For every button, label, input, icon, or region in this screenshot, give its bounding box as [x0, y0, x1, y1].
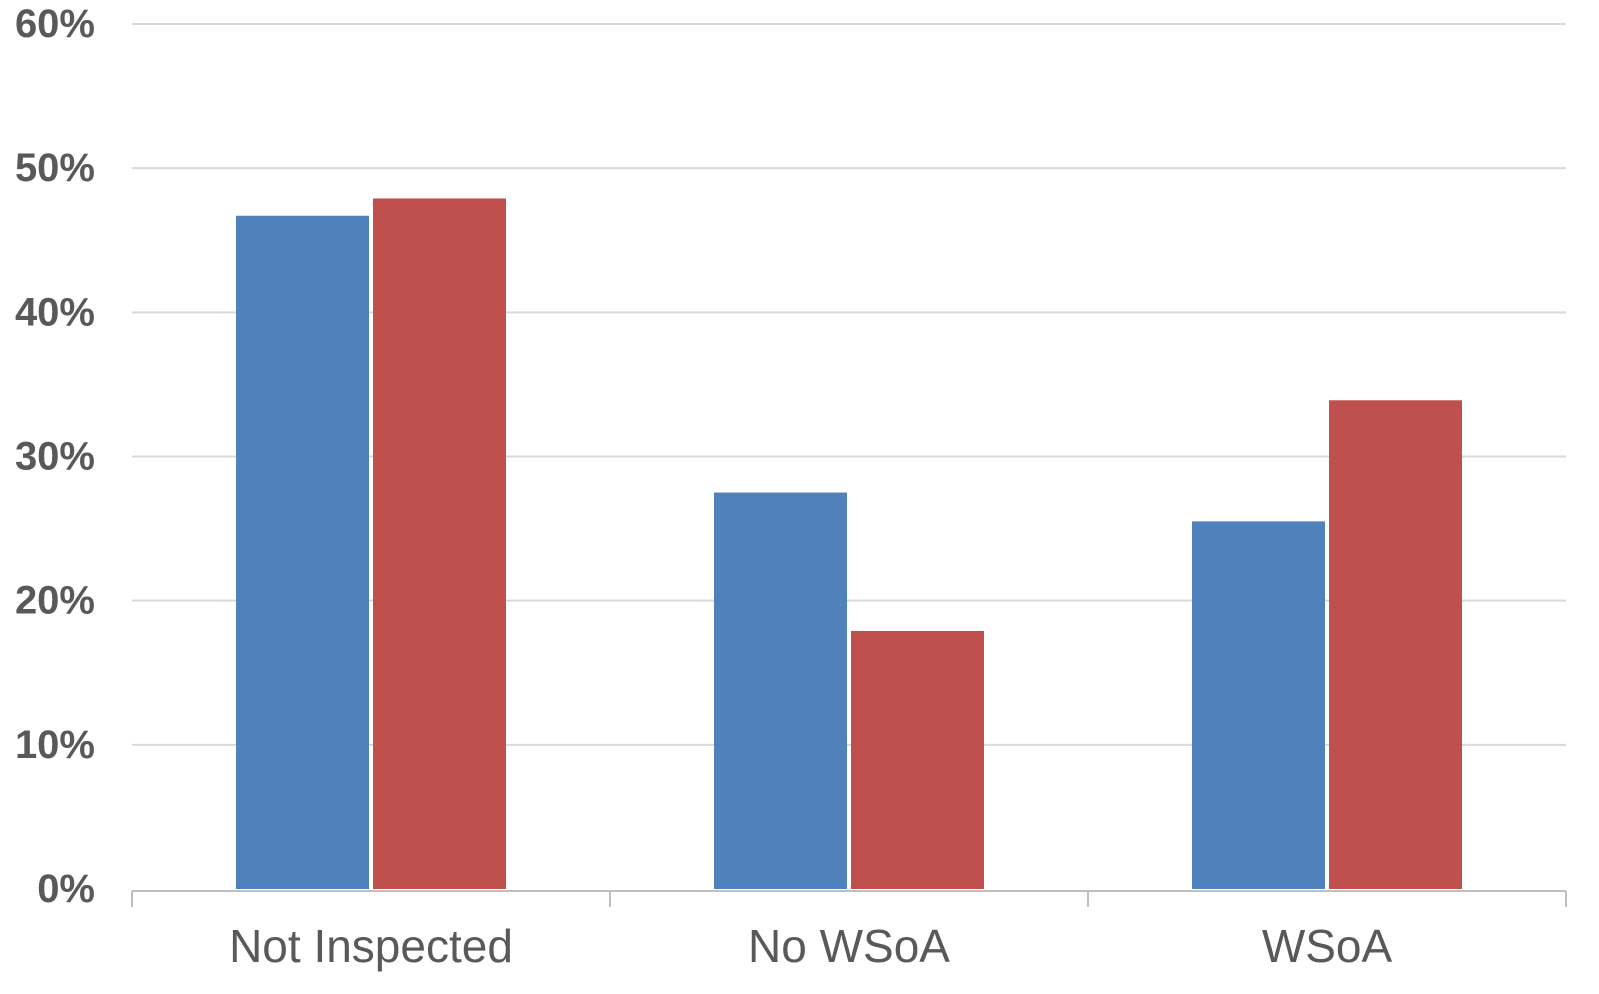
x-tick-label: No WSoA — [748, 920, 950, 972]
gridlines — [132, 23, 1566, 746]
y-tick-label: 40% — [15, 290, 95, 334]
y-axis-tick-labels: 0% 10% 20% 30% 40% 50% 60% — [15, 2, 95, 911]
x-tick-label: Not Inspected — [229, 920, 513, 972]
bar-series-1 — [1192, 521, 1325, 889]
y-tick-label: 30% — [15, 435, 95, 479]
bar-series-1 — [236, 215, 369, 889]
x-tick-label: WSoA — [1262, 920, 1393, 972]
x-axis — [131, 890, 1567, 907]
y-tick-label: 10% — [15, 723, 95, 767]
bar-series-2 — [851, 630, 984, 889]
bar-series-2 — [373, 198, 506, 890]
bar-series-1 — [714, 492, 847, 889]
bar-series-2 — [1329, 400, 1462, 889]
y-tick-label: 0% — [37, 867, 95, 911]
x-axis-tick-labels: Not Inspected No WSoA WSoA — [229, 920, 1392, 972]
y-tick-label: 20% — [15, 579, 95, 623]
y-tick-label: 50% — [15, 146, 95, 190]
bars — [236, 198, 1462, 890]
y-tick-label: 60% — [15, 2, 95, 46]
